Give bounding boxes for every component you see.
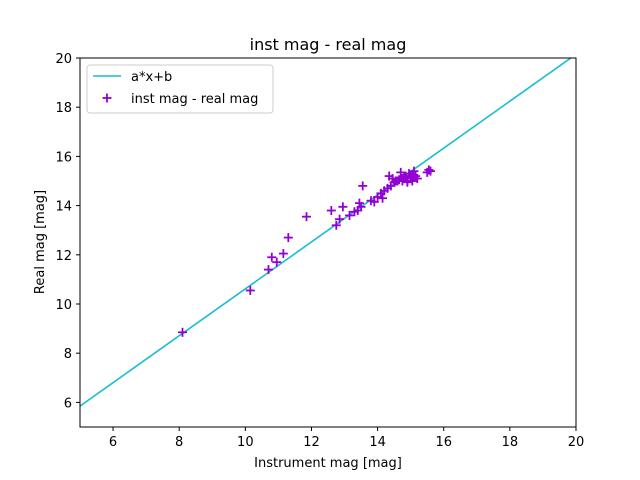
scatter-point (356, 202, 366, 212)
legend: a*x+b inst mag - real mag (86, 64, 274, 114)
legend-marker-swatch (102, 93, 112, 103)
scatter-point (278, 249, 288, 259)
plot-area (79, 57, 577, 428)
legend-label-fit: a*x+b (131, 70, 172, 85)
scatter-point (331, 220, 341, 230)
y-axis-label: Real mag [mag] (33, 190, 48, 294)
scatter-point (426, 166, 436, 176)
x-tick-label: 20 (568, 435, 585, 450)
x-tick-label: 14 (369, 435, 386, 450)
scatter-point (326, 206, 336, 216)
scatter-point (272, 257, 282, 267)
x-axis-label: Instrument mag [mag] (254, 456, 402, 471)
data-layer (80, 58, 573, 407)
y-tick-label: 12 (55, 249, 72, 264)
legend-label-scatter: inst mag - real mag (131, 92, 258, 107)
y-tick-label: 20 (55, 52, 72, 67)
scatter-point (245, 285, 255, 295)
x-tick-label: 16 (435, 435, 452, 450)
fit-line (80, 58, 573, 407)
axes-frame (79, 57, 577, 428)
scatter-point (178, 327, 188, 337)
scatter-point (378, 193, 388, 203)
y-tick-label: 8 (64, 347, 72, 362)
scatter-point (338, 202, 348, 212)
scatter-point (267, 252, 277, 262)
x-tick-label: 12 (303, 435, 320, 450)
y-tick-label: 16 (55, 150, 72, 165)
scatter-point (412, 174, 422, 184)
x-tick-label: 8 (175, 435, 183, 450)
scatter-point (409, 166, 419, 176)
scatter-point (358, 181, 368, 191)
scatter-point (424, 165, 434, 175)
chart-title: inst mag - real mag (250, 35, 407, 54)
y-tick-label: 14 (55, 200, 72, 215)
legend-plus-marker (102, 93, 112, 103)
x-tick-label: 10 (237, 435, 254, 450)
y-tick-label: 10 (55, 298, 72, 313)
scatter-point (302, 212, 312, 222)
x-tick-label: 18 (502, 435, 519, 450)
x-axis: 6 8 10 12 14 16 18 20 (109, 427, 584, 450)
scatter-point (396, 167, 406, 177)
x-tick-label: 6 (109, 435, 117, 450)
y-tick-label: 6 (64, 396, 72, 411)
legend-box (86, 64, 274, 114)
scatter-point (283, 233, 293, 243)
y-axis: 6 8 10 12 14 16 18 20 (55, 52, 80, 411)
scatter-point (335, 214, 345, 224)
scatter-point (369, 197, 379, 207)
y-tick-label: 18 (55, 101, 72, 116)
scatter-point (263, 265, 273, 275)
scatter-point (344, 210, 354, 220)
